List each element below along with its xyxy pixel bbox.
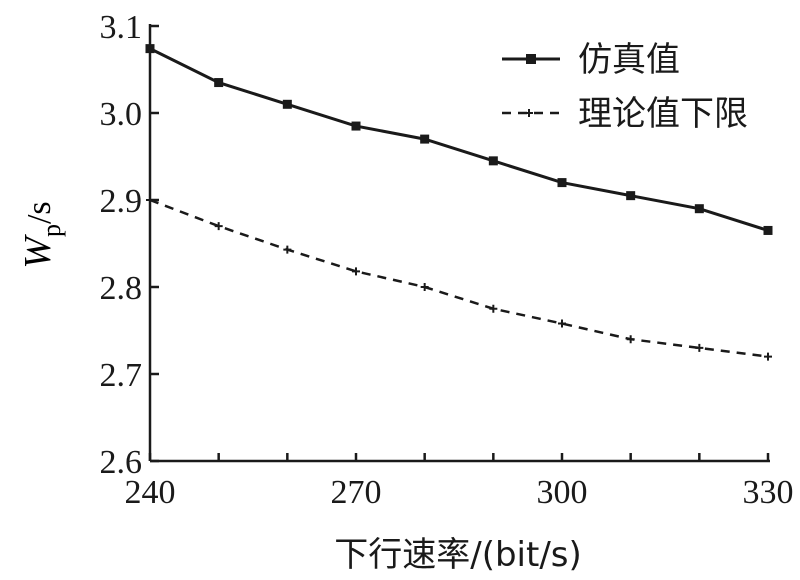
x-tick-label: 300 (537, 474, 588, 511)
data-point (145, 44, 155, 54)
data-point (420, 283, 429, 291)
data-point (695, 343, 704, 352)
y-tick-label: 3.0 (100, 96, 143, 133)
y-tick-label: 2.6 (100, 444, 143, 481)
y-tick-label: 2.8 (100, 270, 143, 307)
x-axis-title: 下行速率/(bit/s) (334, 535, 582, 575)
axes (148, 24, 770, 463)
y-axis-title-text: Wp/s (17, 201, 66, 268)
data-point (763, 225, 773, 235)
data-point (352, 267, 360, 276)
y-axis-title: Wp/s (17, 201, 66, 268)
data-point (146, 196, 154, 204)
data-point (558, 319, 566, 328)
y-tick-label: 2.9 (100, 183, 143, 220)
x-ticks: 240 270 300 330 (125, 453, 794, 511)
x-tick-label: 270 (331, 474, 382, 511)
y-tick-label: 2.7 (100, 357, 143, 394)
data-point (420, 134, 430, 144)
data-point (489, 304, 498, 313)
data-point (214, 222, 223, 231)
y-ticks: 2.6 2.7 2.8 2.9 3.0 3.1 (100, 9, 159, 481)
series-layer (145, 44, 773, 361)
legend-marker-theoretical (525, 109, 533, 117)
y-axis-title-sub: p (37, 224, 66, 237)
y-axis-title-main: W (17, 234, 59, 269)
y-axis-title-unit: /s (21, 201, 58, 224)
x-tick-label: 330 (743, 474, 794, 511)
data-point (214, 78, 224, 88)
data-point (282, 99, 292, 109)
legend: 仿真值 理论值下限 (502, 40, 748, 134)
data-point (488, 156, 498, 166)
y-tick-label: 3.1 (100, 9, 143, 46)
series-line-1 (149, 198, 769, 358)
legend-marker-simulated (526, 54, 536, 64)
data-point (694, 204, 704, 214)
data-point (351, 121, 361, 131)
legend-item-simulated: 仿真值 (502, 40, 680, 80)
data-point (557, 178, 567, 188)
data-point (626, 335, 635, 344)
legend-item-theoretical: 理论值下限 (502, 94, 748, 134)
series-line-0 (149, 47, 769, 232)
data-point (283, 245, 292, 254)
data-point (626, 191, 636, 201)
legend-label-theoretical: 理论值下限 (578, 94, 748, 134)
data-point (764, 352, 772, 361)
legend-label-simulated: 仿真值 (578, 40, 680, 80)
x-tick-label: 240 (125, 474, 176, 511)
